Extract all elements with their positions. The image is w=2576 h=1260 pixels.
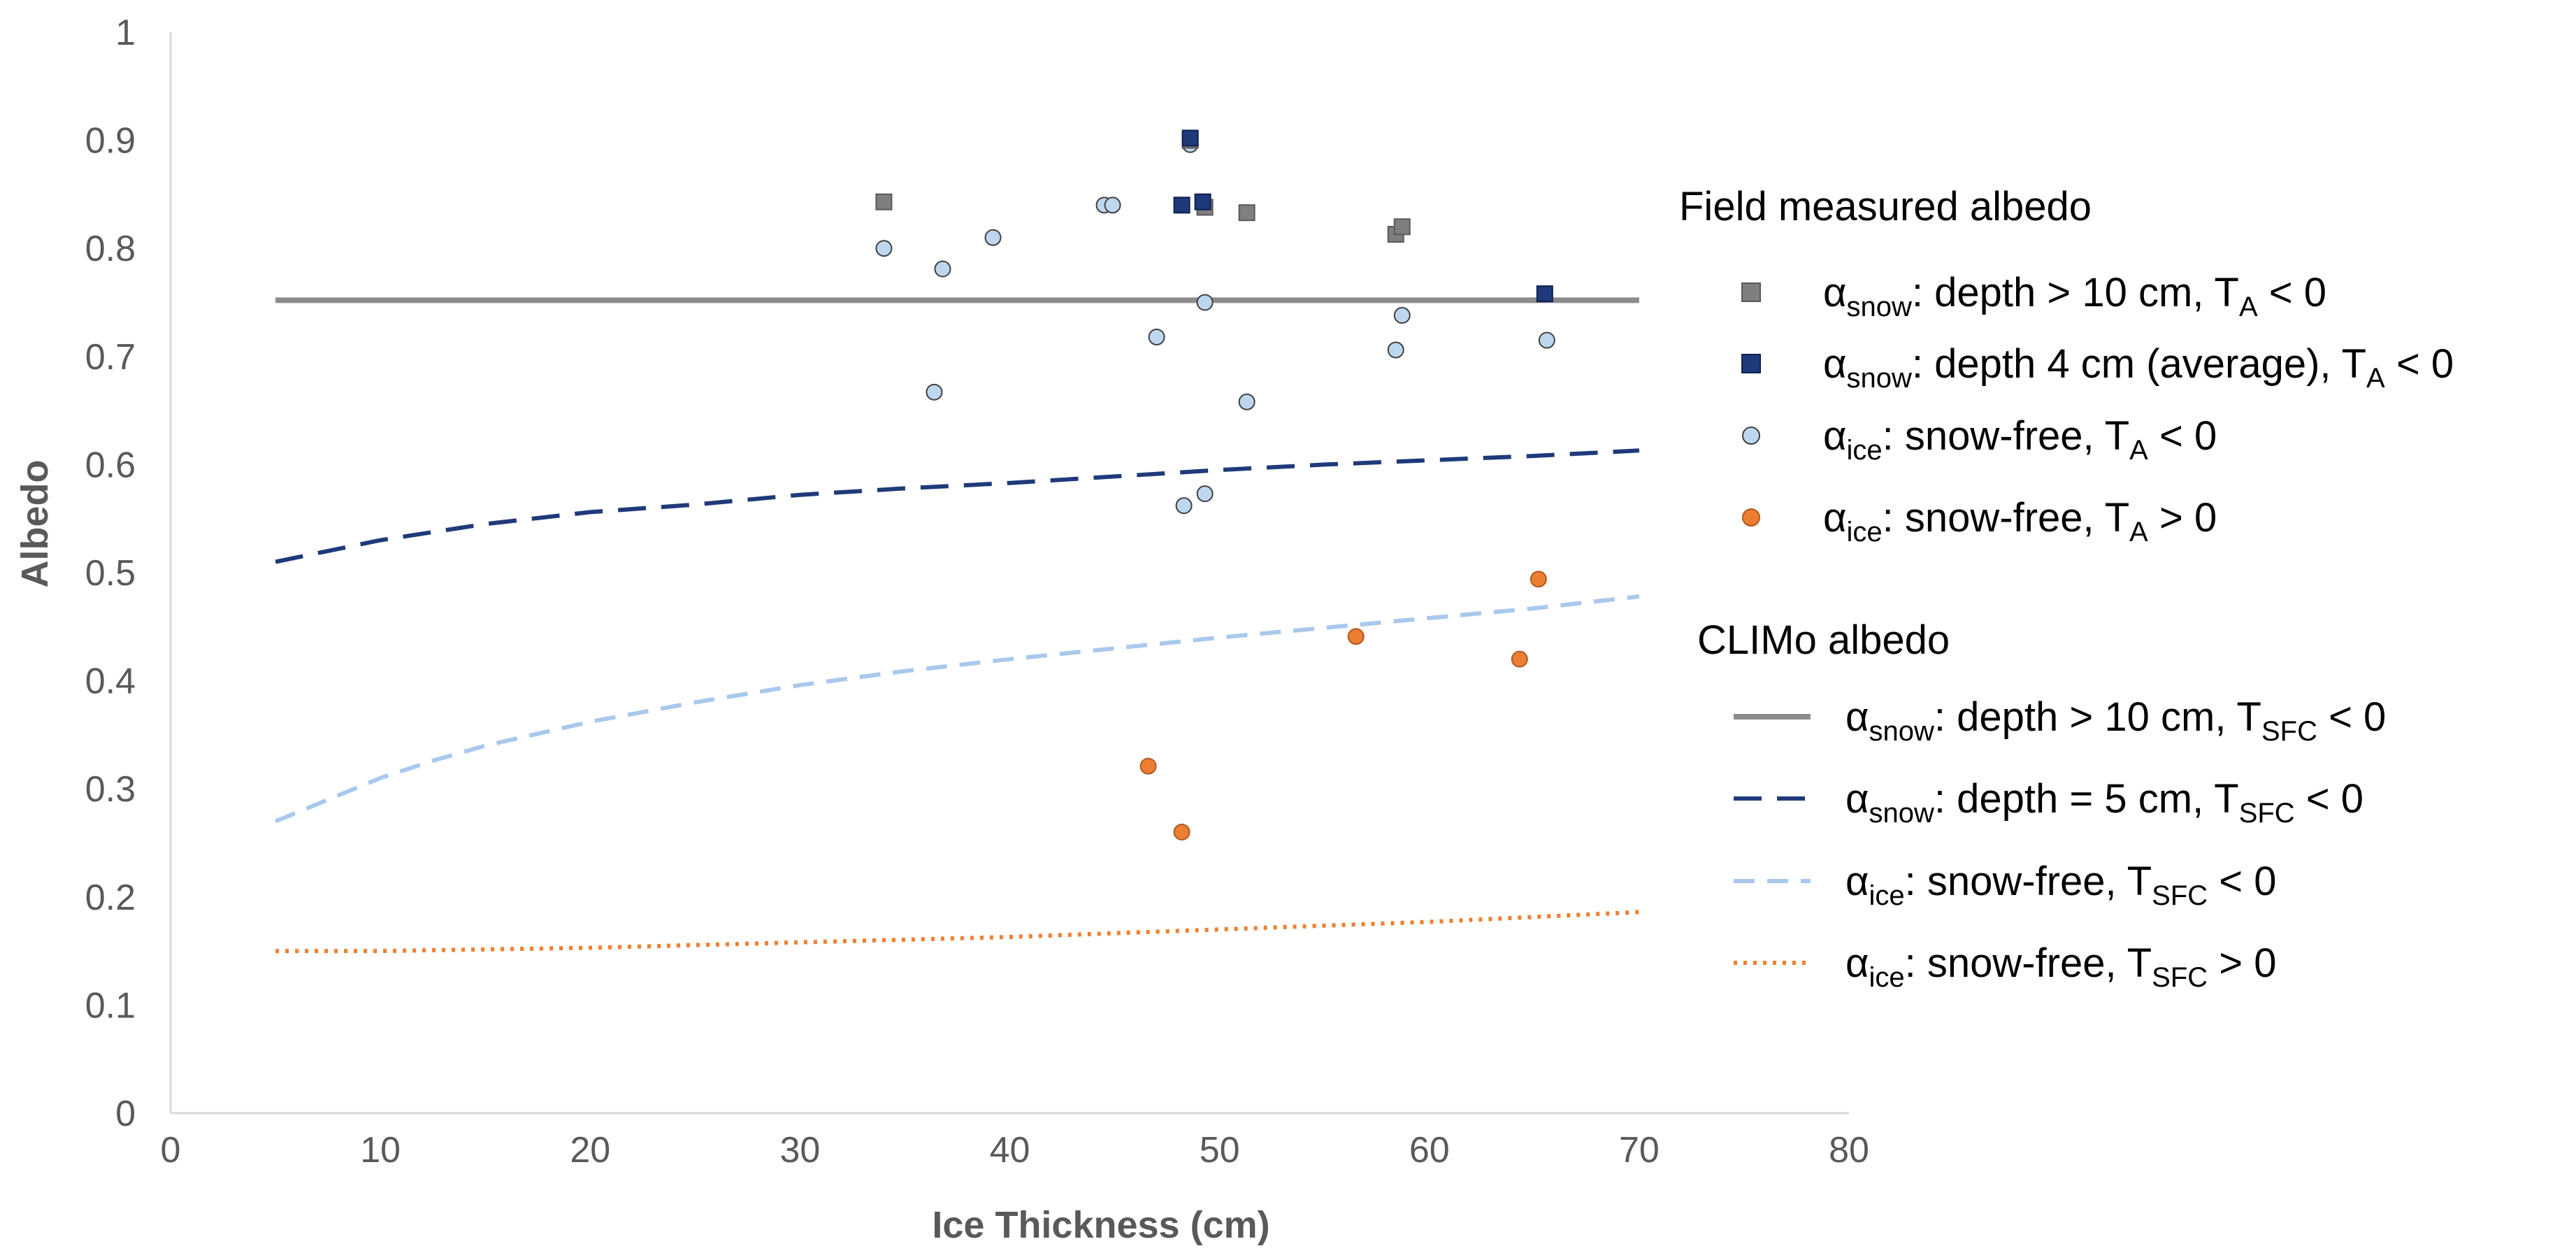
y-tick-label: 0.3 xyxy=(85,769,136,810)
x-axis-title: Ice Thickness (cm) xyxy=(932,1204,1269,1246)
point-ice_cold xyxy=(1148,328,1165,345)
point-snow_4cm xyxy=(1181,129,1199,147)
point-ice_cold xyxy=(1238,393,1255,410)
legend-marker-ice_warm xyxy=(1742,508,1760,527)
y-tick-label: 1 xyxy=(115,13,136,53)
point-ice_cold xyxy=(1387,341,1404,359)
point-ice_cold xyxy=(934,260,951,278)
y-tick-labels: 0 0.1 0.2 0.3 0.4 0.5 0.6 0.7 0.8 0.9 1 xyxy=(85,13,136,1134)
point-ice_cold xyxy=(1175,497,1193,515)
x-tick-label: 70 xyxy=(1619,1130,1660,1170)
point-ice_cold xyxy=(1393,307,1411,324)
point-ice_cold xyxy=(926,383,943,401)
model-lines xyxy=(274,297,1640,954)
legend-label-climo_snow_5cm: αsnow: depth = 5 cm, TSFC < 0 xyxy=(1845,776,2363,829)
x-tick-label: 30 xyxy=(779,1130,820,1170)
legend-label-ice_warm: αice: snow-free, TA > 0 xyxy=(1823,495,2217,547)
legend-marker-snow_deep xyxy=(1741,282,1761,302)
axes xyxy=(169,32,1849,1115)
y-tick-label: 0.2 xyxy=(85,878,136,918)
legend: Field measured albedo CLIMo albedo αsnow… xyxy=(1679,184,2454,993)
y-tick-label: 0.4 xyxy=(85,661,136,702)
legend-marker-ice_cold xyxy=(1742,427,1760,445)
y-axis-title: Albedo xyxy=(14,460,56,588)
legend-label-climo_snow_deep: αsnow: depth > 10 cm, TSFC < 0 xyxy=(1845,694,2386,747)
y-tick-label: 0 xyxy=(115,1094,136,1134)
legend-label-snow_deep: αsnow: depth > 10 cm, TA < 0 xyxy=(1823,270,2326,322)
x-tick-label: 0 xyxy=(161,1130,181,1170)
point-ice_cold xyxy=(1538,331,1555,349)
point-ice_warm xyxy=(1347,628,1365,645)
point-snow_deep xyxy=(875,193,893,210)
legend-label-climo_ice_warm: αice: snow-free, TSFC > 0 xyxy=(1845,940,2277,993)
line-climo_snow_5cm xyxy=(275,448,1640,564)
y-tick-label: 0.1 xyxy=(85,985,136,1026)
y-tick-label: 0.6 xyxy=(85,445,136,485)
measured-points xyxy=(875,129,1555,841)
x-tick-label: 20 xyxy=(570,1130,610,1170)
y-tick-label: 0.7 xyxy=(85,337,136,378)
point-snow_4cm xyxy=(1173,196,1190,214)
line-climo_ice_cold xyxy=(274,594,1640,824)
x-tick-label: 60 xyxy=(1409,1130,1450,1170)
legend-group-field: Field measured albedo xyxy=(1679,184,2092,229)
y-tick-label: 0.9 xyxy=(85,121,136,162)
point-ice_warm xyxy=(1530,571,1547,588)
x-tick-label: 50 xyxy=(1200,1130,1240,1170)
point-ice_warm xyxy=(1173,824,1190,841)
x-tick-label: 10 xyxy=(360,1130,401,1170)
x-tick-label: 40 xyxy=(990,1130,1030,1170)
point-ice_cold xyxy=(1196,294,1214,311)
point-ice_cold xyxy=(984,229,1002,246)
point-snow_deep xyxy=(1393,218,1411,236)
point-ice_warm xyxy=(1511,650,1528,668)
legend-label-ice_cold: αice: snow-free, TA < 0 xyxy=(1823,413,2217,466)
y-tick-label: 0.8 xyxy=(85,229,136,269)
y-tick-label: 0.5 xyxy=(85,553,136,594)
legend-label-climo_ice_cold: αice: snow-free, TSFC < 0 xyxy=(1845,859,2277,911)
legend-label-snow_4cm: αsnow: depth 4 cm (average), TA < 0 xyxy=(1823,341,2454,394)
x-tick-labels: 0 10 20 30 40 50 60 70 80 xyxy=(161,1130,1869,1170)
point-snow_deep xyxy=(1238,204,1255,222)
point-ice_warm xyxy=(1139,757,1157,775)
point-snow_4cm xyxy=(1536,285,1553,303)
point-ice_cold xyxy=(875,240,893,257)
line-climo_ice_warm xyxy=(275,910,1640,954)
x-tick-label: 80 xyxy=(1829,1130,1869,1170)
point-ice_cold xyxy=(1104,196,1121,214)
point-ice_cold xyxy=(1196,485,1214,503)
legend-group-climo: CLIMo albedo xyxy=(1697,617,1950,663)
point-snow_4cm xyxy=(1194,193,1211,210)
legend-marker-snow_4cm xyxy=(1741,354,1761,373)
